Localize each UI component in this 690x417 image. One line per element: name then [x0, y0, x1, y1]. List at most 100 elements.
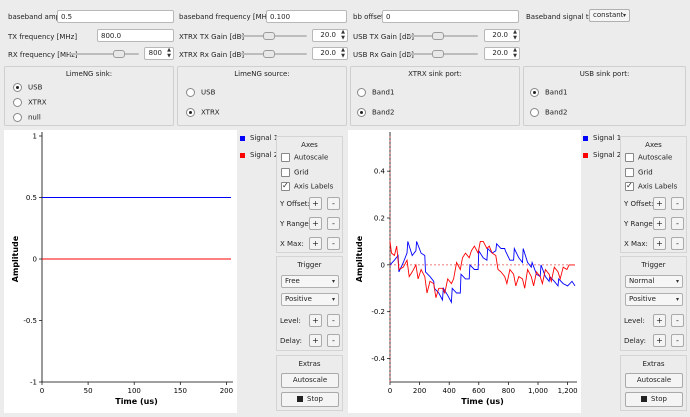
chevron-down-icon: ▾ [331, 278, 335, 285]
spin-arrows-icon[interactable]: ▲ ▼ [341, 29, 345, 41]
bb-offset-input[interactable]: 0 [382, 10, 519, 23]
x-tick-label: 150 [174, 387, 187, 395]
level-minus-button[interactable]: - [327, 314, 340, 327]
tx-freq-input[interactable]: 800.0 [97, 29, 174, 42]
axis-labels-checkbox[interactable]: Axis Labels [281, 181, 333, 191]
xtrx-rx-gain-slider[interactable] [241, 50, 307, 58]
baseband-freq-input[interactable]: 0.100 [266, 10, 347, 23]
autoscale-checkbox[interactable]: Autoscale [625, 153, 672, 162]
radio-icon [186, 108, 195, 117]
chevron-down-icon: ▾ [622, 12, 626, 19]
baseband-amp-label: baseband amp.: [8, 13, 65, 21]
xtrx-tx-gain-slider[interactable] [241, 32, 307, 40]
radio-icon [13, 98, 22, 107]
limeng-source-group: LimeNG source: USB XTRX [177, 66, 347, 126]
stop-button[interactable]: Stop [625, 392, 683, 407]
y-range-plus-button[interactable]: + [653, 217, 666, 230]
xtrx-sink-port-title: XTRX sink port: [408, 70, 462, 78]
delay-minus-button[interactable]: - [671, 334, 684, 347]
limeng-sink-xtrx[interactable]: XTRX [13, 98, 47, 107]
trigger-mode-select[interactable]: Free ▾ [281, 275, 339, 288]
right-time-plot[interactable]: 0.4 0.2 0 -0.2 -0.4 0 200 400 600 800 1,000 1,200 Ti… [348, 130, 581, 413]
y-range-minus-button[interactable]: - [671, 217, 684, 230]
x-max-plus-button[interactable]: + [309, 237, 322, 250]
extras-title: Extras [298, 360, 321, 368]
autoscale-button[interactable]: Autoscale [281, 373, 339, 388]
y-offset-plus-button[interactable]: + [653, 197, 666, 210]
delay-label: Delay: [280, 337, 302, 345]
limeng-source-usb[interactable]: USB [186, 88, 215, 97]
limeng-sink-usb[interactable]: USB [13, 83, 42, 92]
y-offset-plus-button[interactable]: + [309, 197, 322, 210]
y-offset-minus-button[interactable]: - [327, 197, 340, 210]
right-legend-signal2[interactable]: Signal 2 [583, 151, 621, 159]
radio-icon [530, 108, 539, 117]
spin-arrows-icon[interactable]: ▲ ▼ [513, 47, 517, 59]
usb-tx-gain-slider[interactable] [407, 32, 478, 40]
spin-arrows-icon[interactable]: ▲ ▼ [513, 29, 517, 41]
limeng-sink-group: LimeNG sink: USB XTRX null [4, 66, 174, 126]
checkbox-checked-icon [281, 181, 290, 191]
xtrx-tx-gain-value: 20.0 [320, 31, 336, 39]
left-legend-signal1[interactable]: Signal 1 [240, 134, 278, 142]
y-axis-title: Amplitude [355, 235, 364, 282]
radio-icon [357, 88, 366, 97]
y-range-minus-button[interactable]: - [327, 217, 340, 230]
trigger-slope-select[interactable]: Positive ▾ [625, 293, 683, 306]
checkbox-icon [625, 153, 634, 162]
usb-sink-port-band2[interactable]: Band2 [530, 108, 567, 117]
rx-freq-value: 800 [148, 49, 162, 57]
level-minus-button[interactable]: - [671, 314, 684, 327]
y-tick-label: -0.2 [371, 308, 385, 316]
y-range-plus-button[interactable]: + [309, 217, 322, 230]
axis-labels-checkbox[interactable]: Axis Labels [625, 181, 677, 191]
autoscale-checkbox[interactable]: Autoscale [281, 153, 328, 162]
spin-arrows-icon[interactable]: ▲ ▼ [167, 47, 171, 59]
left-legend-signal2[interactable]: Signal 2 [240, 151, 278, 159]
level-plus-button[interactable]: + [309, 314, 322, 327]
y-tick-label: 0 [381, 261, 385, 269]
usb-rx-gain-slider[interactable] [407, 50, 478, 58]
signal-type-select[interactable]: constant ▾ [589, 9, 630, 22]
right-trigger-panel: Trigger Normal ▾ Positive ▾ Level: + - Del… [620, 256, 687, 351]
right-legend-signal1[interactable]: Signal 1 [583, 134, 621, 142]
baseband-amp-input[interactable]: 0.5 [57, 10, 174, 23]
x-max-minus-button[interactable]: - [327, 237, 340, 250]
right-extras-panel: Extras Autoscale Stop [620, 355, 687, 411]
limeng-source-xtrx[interactable]: XTRX [186, 108, 220, 117]
xtrx-tx-gain-label: XTRX TX Gain [dB] [179, 33, 245, 41]
stop-button[interactable]: Stop [281, 392, 339, 407]
usb-sink-port-band1[interactable]: Band1 [530, 88, 567, 97]
grid-checkbox[interactable]: Grid [281, 168, 309, 177]
delay-minus-button[interactable]: - [327, 334, 340, 347]
xtrx-sink-port-band2[interactable]: Band2 [357, 108, 394, 117]
grid-checkbox[interactable]: Grid [625, 168, 653, 177]
x-max-minus-button[interactable]: - [671, 237, 684, 250]
extras-title: Extras [642, 360, 665, 368]
rx-freq-slider[interactable] [69, 50, 139, 58]
usb-rx-gain-label: USB Rx Gain [dB] [353, 51, 414, 59]
xtrx-rx-gain-spin[interactable]: 20.0 ▲ ▼ [312, 47, 348, 60]
y-offset-label: Y Offset: [624, 200, 654, 208]
delay-plus-button[interactable]: + [309, 334, 322, 347]
level-plus-button[interactable]: + [653, 314, 666, 327]
usb-tx-gain-spin[interactable]: 20.0 ▲ ▼ [484, 29, 520, 42]
radio-icon [13, 83, 22, 92]
xtrx-tx-gain-spin[interactable]: 20.0 ▲ ▼ [312, 29, 348, 42]
y-tick-label: 1 [33, 133, 37, 141]
rx-freq-spin[interactable]: 800 ▲ ▼ [144, 47, 174, 60]
trigger-slope-select[interactable]: Positive ▾ [281, 293, 339, 306]
autoscale-button[interactable]: Autoscale [625, 373, 683, 388]
usb-rx-gain-spin[interactable]: 20.0 ▲ ▼ [484, 47, 520, 60]
trigger-mode-select[interactable]: Normal ▾ [625, 275, 683, 288]
xtrx-sink-port-band1[interactable]: Band1 [357, 88, 394, 97]
level-label: Level: [280, 317, 301, 325]
spin-arrows-icon[interactable]: ▲ ▼ [341, 47, 345, 59]
x-max-plus-button[interactable]: + [653, 237, 666, 250]
y-tick-label: -1 [30, 379, 37, 387]
limeng-sink-null[interactable]: null [13, 113, 41, 122]
y-offset-minus-button[interactable]: - [671, 197, 684, 210]
delay-plus-button[interactable]: + [653, 334, 666, 347]
x-max-label: X Max: [624, 240, 648, 248]
